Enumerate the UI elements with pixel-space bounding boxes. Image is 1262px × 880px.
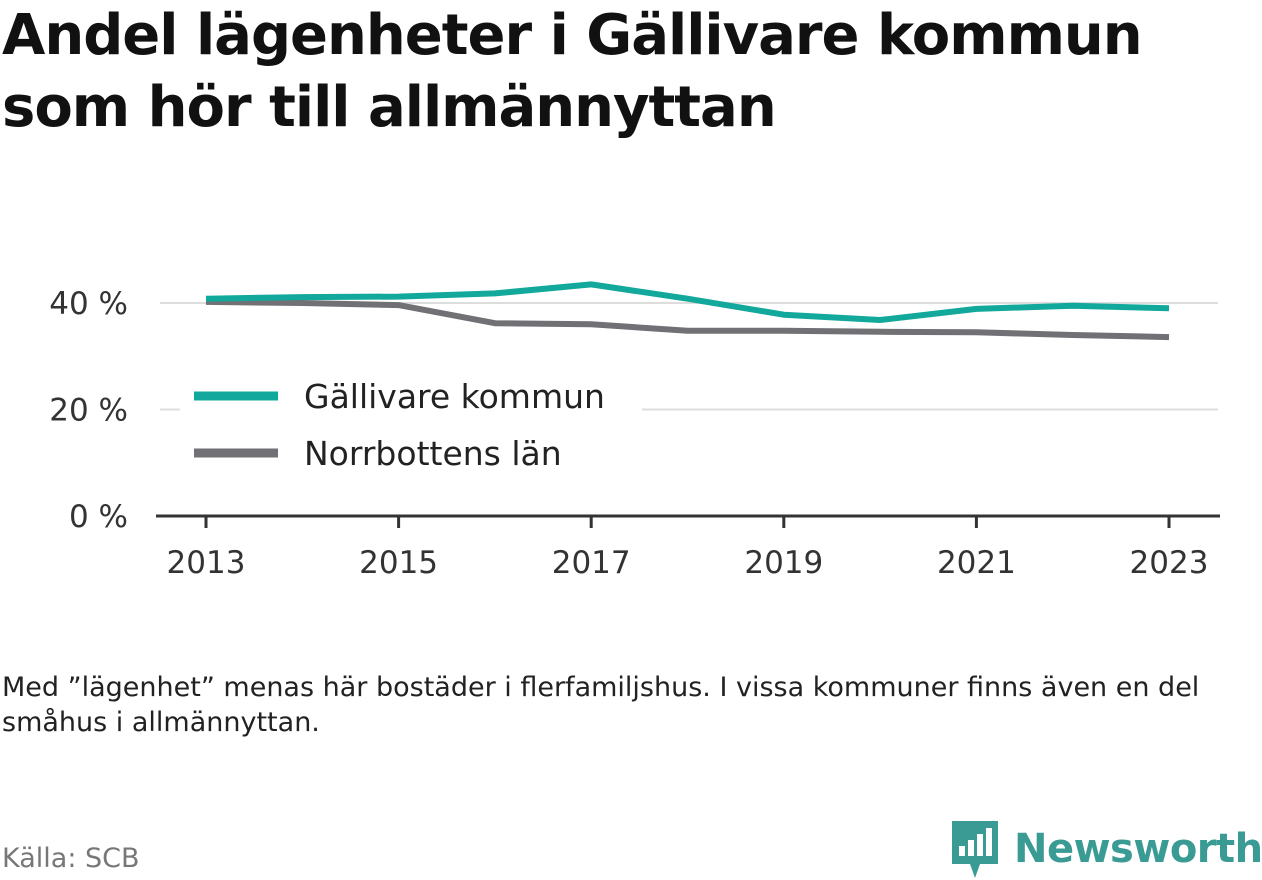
series-lines (205, 281, 1170, 341)
brand-logo: Newsworthy (950, 818, 1262, 880)
x-tick-label: 2017 (552, 545, 631, 581)
legend-label: Norrbottens län (304, 434, 562, 473)
x-axis-ticks: 2013 2015 2017 2019 2021 2023 (167, 516, 1209, 581)
chart-note: Med ”lägenhet” menas här bostäder i fler… (2, 672, 1200, 738)
x-tick-label: 2015 (359, 545, 438, 581)
y-axis-ticks: 0 % 20 % 40 % (49, 286, 128, 535)
chart-title: Andel lägenheter i Gällivare kommun som … (2, 3, 1143, 140)
legend: Gällivare kommun Norrbottens län (180, 370, 642, 488)
legend-background (180, 370, 642, 488)
series-line-2 (205, 298, 1170, 341)
x-tick-label: 2021 (937, 545, 1016, 581)
series-line-1 (205, 281, 1170, 323)
x-tick-label: 2019 (744, 545, 823, 581)
line-chart: 0 % 20 % 40 % 2013 2015 2017 2019 2021 2023 Gäl… (49, 281, 1220, 581)
x-tick-label: 2023 (1130, 545, 1209, 581)
newsworthy-logo-icon (952, 821, 998, 878)
y-tick-label: 40 % (49, 286, 128, 322)
y-tick-label: 0 % (69, 499, 128, 535)
source-label: Källa: SCB (2, 843, 140, 874)
legend-label: Gällivare kommun (304, 377, 605, 416)
x-tick-label: 2013 (167, 545, 246, 581)
y-tick-label: 20 % (49, 393, 128, 429)
brand-name: Newsworthy (1014, 826, 1262, 872)
